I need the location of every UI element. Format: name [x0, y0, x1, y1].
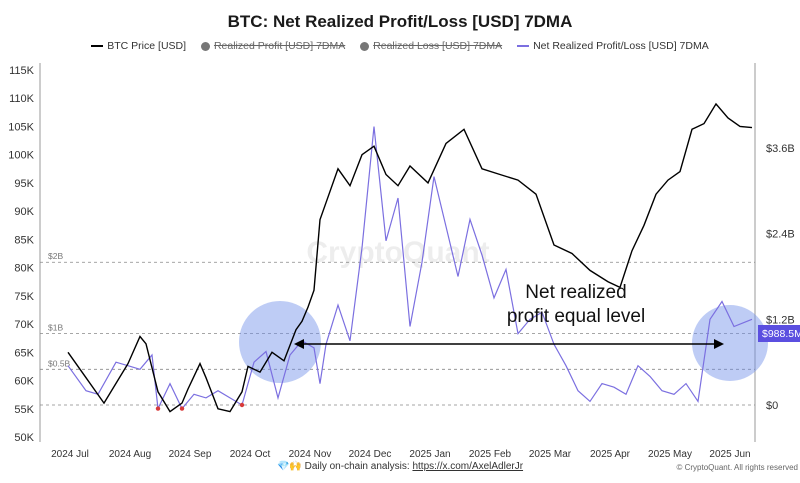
legend: BTC Price [USD] Realized Profit [USD] 7D… — [0, 40, 800, 52]
right-tick-label: $2.4B — [766, 229, 795, 241]
left-tick-label: 105K — [8, 121, 34, 133]
price-tag-label: $988.5M — [762, 328, 800, 340]
legend-swatch — [360, 41, 370, 51]
left-tick-label: 95K — [14, 178, 34, 190]
reference-line-label: $0.5B — [48, 358, 71, 368]
net-realized-loss-marker — [155, 406, 161, 411]
x-tick-label: 2025 Apr — [590, 449, 631, 460]
x-tick-label: 2025 Mar — [529, 449, 572, 460]
left-tick-label: 70K — [14, 319, 34, 331]
footer-prefix: 💎🙌 Daily on-chain analysis: — [276, 461, 413, 472]
legend-item-realized-loss[interactable]: Realized Loss [USD] 7DMA — [360, 40, 502, 52]
reference-line-label: $1B — [48, 323, 63, 333]
arrow-head-left — [294, 339, 304, 349]
left-tick-label: 90K — [14, 206, 34, 218]
legend-swatch — [517, 45, 530, 48]
highlight-circle-right — [692, 305, 768, 381]
x-tick-label: 2025 May — [648, 449, 692, 460]
left-tick-label: 85K — [14, 234, 34, 246]
left-tick-label: 100K — [8, 150, 34, 162]
left-tick-label: 50K — [14, 432, 34, 444]
chart-title: BTC: Net Realized Profit/Loss [USD] 7DMA — [227, 12, 573, 31]
reference-line-label: $2B — [48, 251, 63, 261]
legend-swatch — [91, 45, 104, 48]
net-realized-line — [67, 126, 753, 411]
x-tick-label: 2024 Dec — [349, 449, 392, 460]
btc-price-line — [67, 102, 753, 413]
x-tick-label: 2025 Feb — [469, 449, 512, 460]
x-tick-label: 2024 Jul — [51, 449, 89, 460]
footer: 💎🙌 Daily on-chain analysis: https://x.co… — [0, 461, 800, 472]
left-tick-label: 75K — [14, 291, 34, 303]
right-tick-label: $1.2B — [766, 314, 795, 326]
x-tick-label: 2024 Oct — [230, 449, 271, 460]
right-tick-label: $0 — [766, 400, 778, 412]
arrow-head-right — [714, 339, 724, 349]
x-tick-label: 2024 Nov — [289, 449, 332, 460]
x-tick-label: 2025 Jun — [709, 449, 750, 460]
left-tick-label: 55K — [14, 404, 34, 416]
left-tick-label: 110K — [9, 93, 35, 105]
left-tick-label: 115K — [9, 65, 35, 77]
annotation-text: Net realized — [525, 282, 626, 303]
x-tick-label: 2025 Jan — [409, 449, 450, 460]
left-tick-label: 60K — [14, 376, 34, 388]
x-tick-label: 2024 Sep — [169, 449, 212, 460]
right-tick-label: $3.6B — [766, 143, 795, 155]
legend-item-net-realized[interactable]: Net Realized Profit/Loss [USD] 7DMA — [517, 40, 709, 52]
legend-swatch — [200, 41, 210, 51]
legend-item-btc-price[interactable]: BTC Price [USD] — [91, 40, 186, 52]
highlight-circle-left — [239, 301, 321, 383]
price-tag-bg — [758, 325, 800, 342]
net-realized-loss-marker — [179, 406, 185, 411]
footer-link[interactable]: https://x.com/AxelAdlerJr — [412, 461, 524, 472]
annotation-text: profit equal level — [507, 306, 645, 327]
copyright: © CryptoQuant. All rights reserved — [676, 463, 799, 472]
watermark: CryptoQuant — [306, 236, 489, 269]
legend-item-realized-profit[interactable]: Realized Profit [USD] 7DMA — [200, 40, 345, 52]
left-tick-label: 80K — [14, 263, 34, 275]
net-realized-loss-marker — [239, 402, 245, 408]
x-tick-label: 2024 Aug — [109, 449, 151, 460]
left-tick-label: 65K — [14, 347, 34, 359]
